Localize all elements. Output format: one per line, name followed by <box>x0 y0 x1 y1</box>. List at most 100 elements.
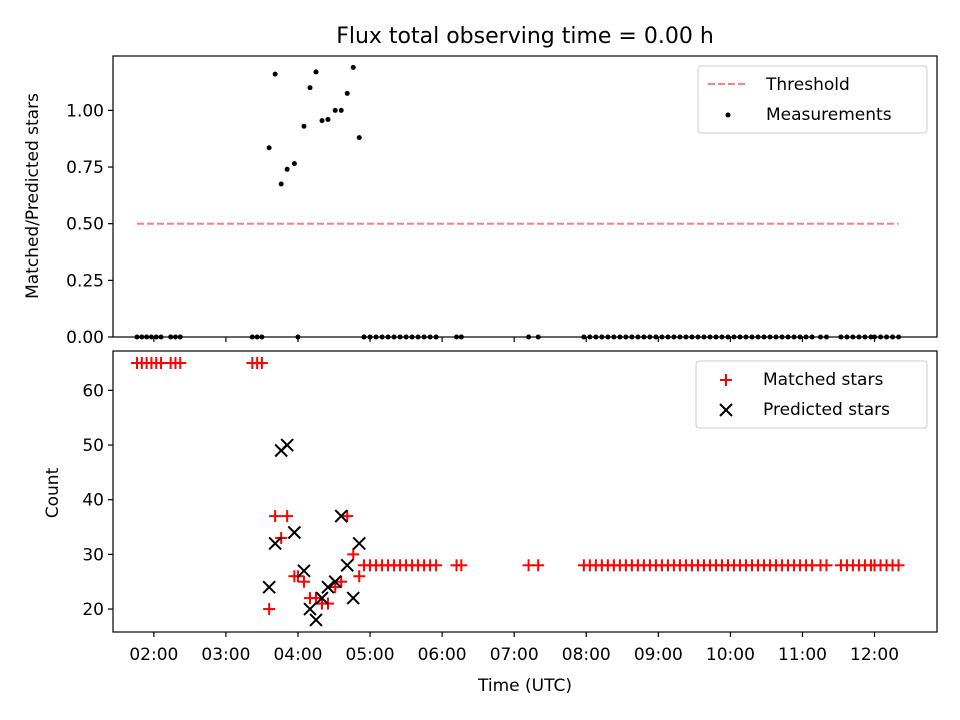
measurement-point <box>272 71 278 77</box>
matched-star-point <box>341 510 354 523</box>
measurement-point <box>307 85 313 91</box>
bottom-legend: Matched stars Predicted stars <box>695 360 928 429</box>
predicted-star-point <box>287 525 302 540</box>
matched-star-point <box>335 575 348 588</box>
predicted-legend-swatch <box>719 403 733 417</box>
predicted-star-point <box>303 602 317 616</box>
x-tick-label: 04:00 <box>273 645 322 665</box>
predicted-stars-series <box>262 438 366 627</box>
predicted-star-point <box>262 580 276 594</box>
matched-stars-series <box>131 357 905 616</box>
predicted-star-stroke <box>280 438 294 452</box>
measurement-point <box>350 64 356 70</box>
matched-star-point <box>281 510 294 523</box>
y-tick-label: 60 <box>82 381 104 401</box>
measurements-legend-swatch <box>725 112 731 118</box>
y-tick-label: 0.50 <box>66 215 104 235</box>
matched-legend-label: Matched stars <box>763 370 883 390</box>
chart-title: Flux total observing time = 0.00 h <box>336 24 714 49</box>
x-tick-label: 06:00 <box>418 645 467 665</box>
measurement-point <box>319 118 325 124</box>
predicted-star-stroke <box>268 536 282 551</box>
measurement-point <box>356 135 362 141</box>
predicted-star-stroke <box>340 558 354 573</box>
predicted-star-point <box>309 613 323 627</box>
predicted-star-point <box>328 574 342 589</box>
x-tick-label: 11:00 <box>778 645 827 665</box>
top-panel: Matched/Predicted stars 0.00 0.25 0.50 0.75… <box>23 55 938 348</box>
y-tick-label: 0.00 <box>66 328 104 348</box>
predicted-star-point <box>352 536 366 551</box>
x-tick-label: 12:00 <box>850 645 899 665</box>
y-tick-label: 1.00 <box>66 101 104 121</box>
bottom-plot-frame <box>112 350 938 633</box>
x-tick-label: 02:00 <box>129 645 178 665</box>
y-tick-label: 40 <box>82 491 104 511</box>
predicted-star-stroke <box>287 525 302 540</box>
matched-star-point <box>263 603 276 616</box>
matched-star-point <box>174 357 187 370</box>
predicted-star-stroke <box>262 580 276 594</box>
measurement-point <box>278 181 284 187</box>
matched-star-point <box>329 581 342 594</box>
predicted-star-stroke <box>328 574 342 589</box>
measurement-point <box>338 107 344 113</box>
x-tick-label: 09:00 <box>634 645 683 665</box>
top-legend-box <box>697 65 928 134</box>
predicted-star-point <box>297 564 311 578</box>
measurement-point <box>291 161 297 167</box>
matched-star-point <box>255 357 268 370</box>
matched-star-point <box>353 570 366 583</box>
threshold-legend-label: Threshold <box>765 75 850 95</box>
matched-star-point <box>297 575 310 588</box>
bottom-panel: Count 20 30 40 50 60 02:00 03:00 04:00 05:00 06:… <box>43 350 938 696</box>
top-y-axis-label: Matched/Predicted stars <box>23 93 43 299</box>
predicted-star-point <box>346 591 360 605</box>
bottom-x-ticks: 02:00 03:00 04:00 05:00 06:00 07:00 08:00 09:00… <box>129 632 899 665</box>
x-tick-label: 05:00 <box>346 645 395 665</box>
matched-star-point <box>820 559 833 572</box>
predicted-star-point <box>334 509 348 523</box>
measurement-point <box>301 123 307 129</box>
predicted-star-point <box>321 580 335 594</box>
matched-star-point <box>269 510 282 523</box>
matched-legend-swatch <box>720 374 732 386</box>
x-tick-label: 07:00 <box>490 645 539 665</box>
matched-star-point <box>309 592 322 605</box>
top-plot-frame <box>112 55 938 338</box>
matched-star-point <box>892 559 905 572</box>
predicted-star-stroke <box>315 591 329 605</box>
predicted-star-stroke <box>321 580 335 594</box>
predicted-star-stroke <box>297 564 311 578</box>
predicted-star-point <box>315 591 329 605</box>
bottom-y-ticks: 20 30 40 50 60 <box>82 381 113 620</box>
predicted-star-point <box>268 536 282 551</box>
predicted-star-stroke <box>303 602 317 616</box>
predicted-star-point <box>340 558 354 573</box>
measurement-point <box>325 116 331 122</box>
predicted-star-stroke <box>352 536 366 551</box>
measurement-point <box>313 69 319 75</box>
matched-star-point <box>532 559 545 572</box>
y-tick-label: 50 <box>82 436 104 456</box>
matched-star-point <box>455 559 468 572</box>
y-tick-label: 30 <box>82 545 104 565</box>
predicted-star-stroke <box>309 613 323 627</box>
x-tick-label: 08:00 <box>562 645 611 665</box>
top-legend: Threshold Measurements <box>697 65 928 134</box>
predicted-legend-label: Predicted stars <box>763 400 890 420</box>
y-tick-label: 0.75 <box>66 158 104 178</box>
measurement-point <box>332 107 338 113</box>
bottom-y-axis-label: Count <box>43 467 63 518</box>
x-tick-label: 03:00 <box>201 645 250 665</box>
matched-star-point <box>347 548 360 561</box>
y-tick-label: 0.25 <box>66 271 104 291</box>
predicted-star-point <box>280 438 294 452</box>
x-tick-label: 10:00 <box>706 645 755 665</box>
measurement-point <box>344 90 350 96</box>
measurement-point <box>284 166 290 172</box>
bottom-legend-box <box>695 360 928 429</box>
y-tick-label: 20 <box>82 600 104 620</box>
measurements-legend-label: Measurements <box>766 105 892 125</box>
